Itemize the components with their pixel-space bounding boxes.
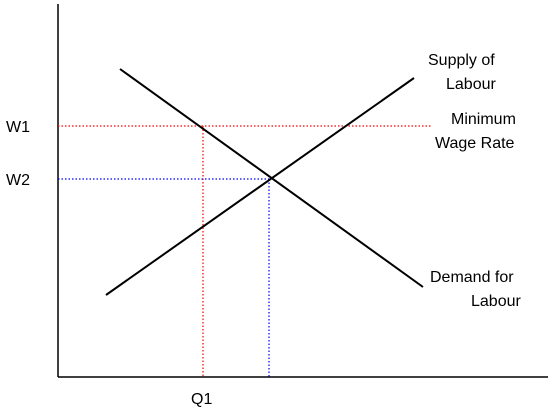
w2-label: W2 bbox=[6, 172, 30, 189]
minimum-wage-label-line2: Wage Rate bbox=[435, 135, 515, 152]
w1-label: W1 bbox=[6, 119, 30, 136]
supply-label-line2: Labour bbox=[446, 76, 496, 93]
demand-curve bbox=[119, 68, 424, 288]
supply-label-line1: Supply of bbox=[428, 52, 495, 69]
demand-label-line2: Labour bbox=[471, 293, 521, 310]
supply-curve bbox=[105, 77, 415, 296]
minimum-wage-label-line1: Minimum bbox=[451, 111, 516, 128]
demand-label-line1: Demand for bbox=[430, 269, 514, 286]
q1-label: Q1 bbox=[191, 391, 212, 408]
